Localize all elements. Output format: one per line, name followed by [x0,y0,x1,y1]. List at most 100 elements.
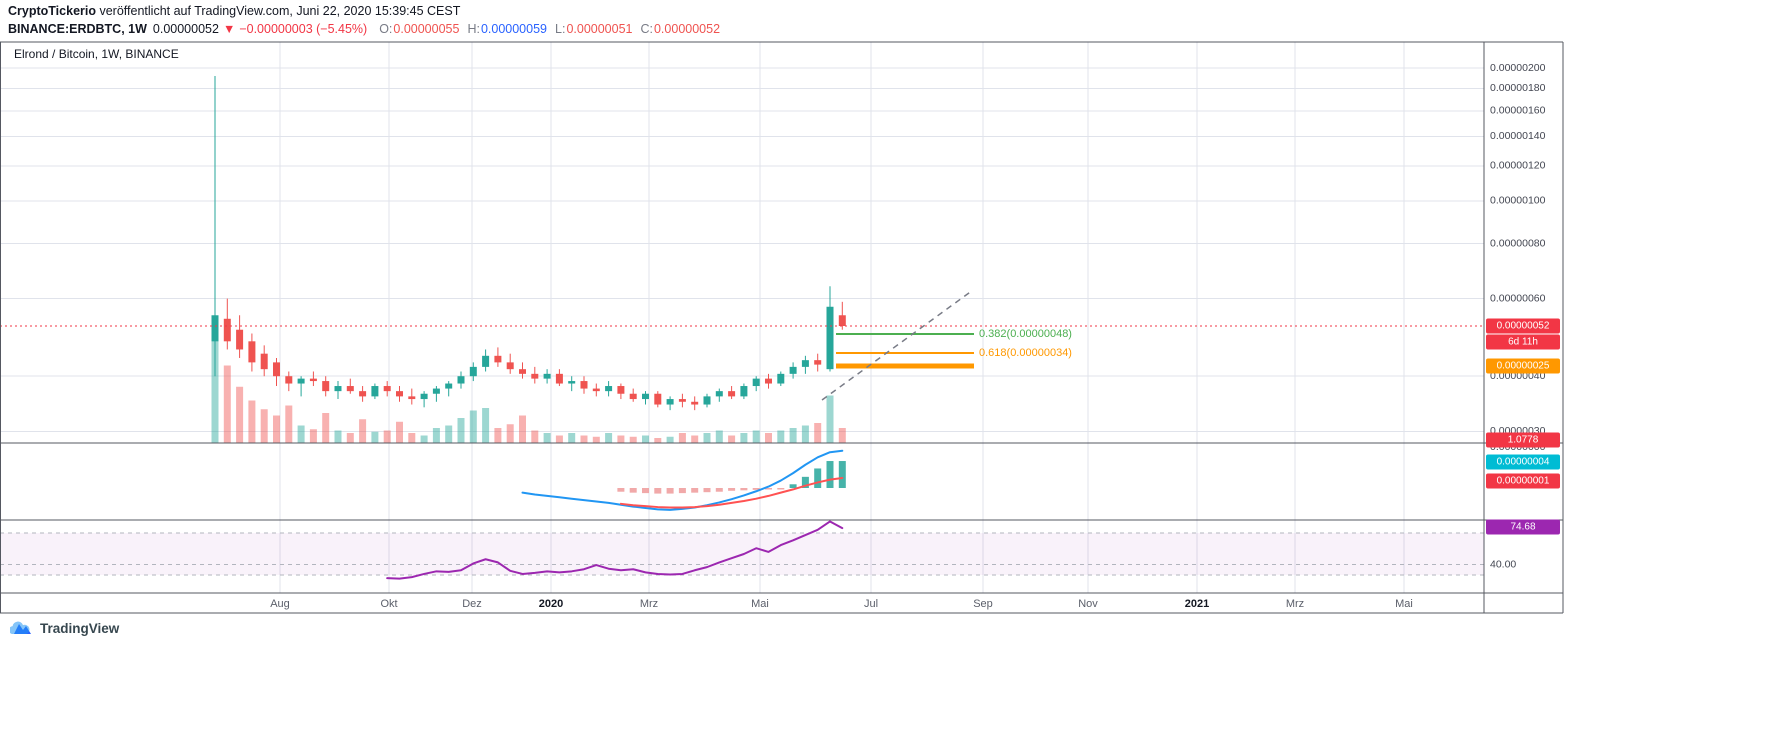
macd-histogram-bar [752,488,760,490]
time-axis-label: Mrz [1286,598,1304,610]
volume-bar [838,428,846,443]
candle-body [617,386,625,394]
candle-body [568,381,576,384]
candle-body [236,329,244,350]
candle-body [248,341,256,363]
volume-bar [469,410,477,443]
candle-body [740,386,748,397]
volume-bar [223,365,231,443]
price-tick-label: 0.00000080 [1490,237,1546,249]
candle-body [777,373,785,384]
candle-body [334,386,342,392]
ohlc-value: 0.00000055 [393,22,460,36]
volume-bar [531,430,539,443]
macd-histogram-bar [666,488,674,494]
volume-bar [703,433,711,443]
time-axis-label: Jul [864,598,878,610]
volume-bar [777,430,785,443]
price-tick-label: 0.00000120 [1490,160,1546,172]
candle-body [260,353,268,370]
macd-histogram-bar [678,488,686,494]
candle-body [346,386,354,392]
volume-bar [346,433,354,443]
price-tick-label: 0.00000060 [1490,292,1546,304]
volume-bar [543,433,551,443]
time-axis-label: 2021 [1185,598,1209,610]
macd-histogram-bar [703,488,711,493]
macd-histogram-bar [826,461,834,488]
tradingview-footer[interactable]: TradingView [10,620,119,637]
candle-body [359,391,367,397]
rsi-value-badge: 74.68 [1510,522,1535,533]
candle-body [678,399,686,402]
candle-body [432,388,440,394]
candle-body [506,362,514,370]
trend-line [821,289,974,401]
chart-legend-title[interactable]: Elrond / Bitcoin, 1W, BINANCE [14,47,179,61]
price-change: −0.00000003 (−5.45%) [239,22,368,36]
volume-bar [482,408,490,443]
candle-body [826,306,834,370]
macd-histogram-bar [715,488,723,492]
rsi-line [386,520,844,580]
volume-bar [506,424,514,443]
volume-bar [273,415,280,443]
macd-value-badge: 1.0778 [1508,435,1539,446]
candle-body [396,391,403,397]
volume-bar [408,433,416,443]
ohlc-value: 0.00000059 [480,22,547,36]
time-axis-label: Mai [751,598,769,610]
price-tick-label: 0.00000140 [1490,130,1546,142]
price-tick-label: 0.00000100 [1490,195,1546,207]
publish-header: CryptoTickerio veröffentlicht auf Tradin… [8,4,460,18]
volume-bar [826,395,834,443]
last-price-badge-bg [1486,318,1560,334]
macd-value-badge-bg [1486,454,1560,470]
macd-histogram-bar [654,488,662,494]
candle-body [420,393,428,400]
candle-body [691,401,699,405]
volume-bar [322,413,330,443]
candle-body [445,383,453,389]
volume-bar [494,428,502,443]
candle-body [789,366,797,374]
candle-body [629,393,637,400]
publish-info: veröffentlicht auf TradingView.com, Juni… [96,4,461,18]
candle-body [666,399,674,405]
candle-body [408,396,416,400]
macd-histogram-bar [789,484,797,488]
volume-bar [371,431,379,443]
candle-body [654,393,662,405]
macd-histogram-bar [814,468,822,488]
time-axis-label: Sep [973,598,993,610]
volume-bar [666,436,674,443]
macd-line [521,449,844,511]
symbol-statusline: BINANCE:ERDBTC, 1W 0.00000052 ▼ −0.00000003… [8,22,720,36]
volume-bar [260,409,268,443]
macd-signal-line [619,476,844,509]
candle-body [457,376,465,384]
publisher-name[interactable]: CryptoTickerio [8,4,96,18]
candle-body [494,355,502,363]
candle-body [309,378,317,382]
candle-body [519,369,526,374]
macd-histogram-bar [728,488,736,491]
fib-level-label: 0.382(0.00000048) [979,328,1072,340]
volume-bar [580,435,588,443]
symbol-name[interactable]: BINANCE:ERDBTC, 1W [8,22,147,36]
volume-bar [629,436,637,443]
macd-histogram-bar [765,488,772,490]
volume-bar [801,425,809,443]
candle-body [728,391,736,397]
candle-body [285,376,293,384]
ohlc-label: C: [640,22,653,36]
candle-body [838,315,846,326]
volume-bar [740,433,748,443]
candle-body [469,366,477,377]
last-price: 0.00000052 [152,22,219,36]
rsi-middle-level-label: 40.00 [1490,558,1516,570]
orange-level-badge-bg [1486,358,1560,374]
macd-histogram-bar [740,488,748,491]
volume-bar [555,435,563,443]
